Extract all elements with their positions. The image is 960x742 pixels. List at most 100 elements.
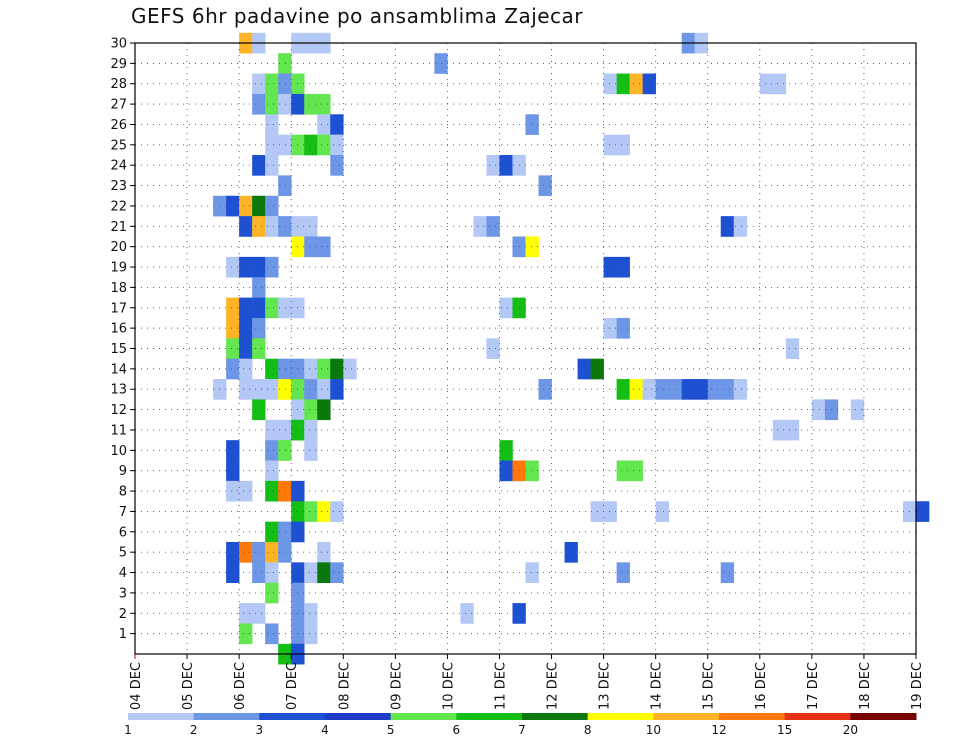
x-tick-label: 11 DEC: [493, 662, 508, 710]
precip-cell: [642, 73, 656, 95]
y-tick-label: 13: [110, 383, 127, 398]
precip-cell: [772, 419, 787, 441]
precip-cell: [538, 175, 552, 197]
precip-cell: [330, 379, 344, 400]
precip-cell: [707, 379, 722, 400]
precip-cell: [720, 216, 735, 237]
x-tick-label: 07 DEC: [285, 662, 300, 710]
y-tick-label: 20: [110, 240, 127, 255]
precip-cell: [694, 379, 709, 400]
precip-cell: [317, 501, 331, 522]
x-tick-label: 13 DEC: [598, 662, 613, 710]
precip-cell: [629, 379, 643, 400]
precip-cell: [616, 379, 630, 400]
precip-cell: [629, 73, 643, 95]
precip-cell: [304, 440, 318, 461]
x-tick-label: 18 DEC: [858, 662, 873, 710]
x-tick-label: 16 DEC: [754, 662, 769, 710]
precip-cell: [239, 338, 253, 359]
precip-cell: [265, 216, 279, 237]
legend-swatch: [128, 713, 195, 720]
legend-label: 15: [777, 723, 792, 737]
precip-cell: [759, 73, 774, 95]
x-tick-label: 10 DEC: [441, 662, 456, 710]
precip-cell: [252, 399, 266, 421]
precip-cell: [603, 73, 617, 95]
precip-cell: [265, 521, 279, 543]
precip-cell: [265, 93, 279, 115]
precip-cell: [304, 562, 318, 584]
precip-cell: [343, 358, 357, 380]
y-tick-label: 30: [110, 37, 127, 52]
precip-cell: [785, 419, 800, 441]
precip-cell: [538, 379, 552, 400]
precip-cell: [239, 358, 253, 380]
precip-cell: [733, 379, 748, 400]
precip-cell: [239, 541, 253, 563]
precip-cell: [278, 93, 292, 115]
x-tick-label: 06 DEC: [233, 662, 248, 710]
y-tick-label: 14: [110, 362, 127, 377]
precip-cell: [525, 562, 539, 584]
precip-cell: [252, 216, 266, 237]
legend-label: 7: [518, 723, 526, 737]
precip-cell: [525, 114, 539, 135]
precip-cell: [486, 338, 500, 359]
x-tick-label: 04 DEC: [129, 662, 144, 710]
precip-cell: [265, 582, 279, 604]
y-tick-label: 2: [119, 607, 127, 622]
legend-label: 3: [256, 723, 264, 737]
legend-label: 12: [711, 723, 726, 737]
precip-cell: [252, 338, 266, 359]
precip-cell: [265, 541, 279, 563]
precip-cell: [226, 480, 240, 502]
legend-swatch: [325, 713, 392, 720]
precip-cell: [265, 480, 279, 502]
legend-label: 5: [387, 723, 395, 737]
precip-cell: [317, 236, 331, 258]
x-tick-label: 08 DEC: [337, 662, 352, 710]
precip-cell: [265, 195, 279, 217]
x-axis: 04 DEC 05 DEC 06 DEC 07 DEC 08 DEC 09 DEC 10 D…: [129, 654, 925, 710]
precip-cell: [265, 562, 279, 584]
precip-cell: [265, 623, 279, 645]
x-tick-label: 12 DEC: [546, 662, 561, 710]
y-tick-label: 29: [110, 57, 127, 72]
precip-cell: [616, 256, 630, 278]
y-tick-label: 9: [119, 464, 127, 479]
precip-cell: [265, 134, 279, 156]
precip-cell: [304, 501, 318, 522]
color-legend: 1 2 3 4 5 6 7 8 10 12 15 20: [124, 713, 917, 737]
y-tick-label: 23: [110, 179, 127, 194]
precip-cell: [655, 379, 669, 400]
precip-cell: [252, 562, 266, 584]
precip-cell: [252, 93, 266, 115]
precip-cell: [252, 603, 266, 624]
legend-label: 1: [124, 723, 132, 737]
precip-cell: [460, 603, 474, 624]
grid-layer: [135, 42, 916, 654]
precip-cell: [265, 73, 279, 95]
precip-cell: [304, 603, 318, 624]
precip-cell: [499, 155, 513, 176]
precip-cell: [252, 541, 266, 563]
precip-cell: [811, 399, 826, 421]
y-tick-label: 26: [110, 118, 127, 133]
x-tick-label: 19 DEC: [910, 662, 925, 710]
precip-cell: [304, 419, 318, 441]
y-tick-label: 1: [119, 627, 127, 642]
legend-swatch: [259, 713, 326, 720]
precip-cell: [330, 358, 344, 380]
precip-cell: [304, 93, 318, 115]
x-tick-label: 05 DEC: [181, 662, 196, 710]
precip-cell: [486, 216, 500, 237]
y-tick-label: 19: [110, 261, 127, 276]
precip-cell: [239, 195, 253, 217]
precip-cell: [616, 317, 630, 339]
precip-cell: [681, 379, 696, 400]
precip-cell: [252, 297, 266, 319]
precip-cell: [304, 358, 318, 380]
y-tick-label: 10: [110, 444, 127, 459]
x-tick-label: 14 DEC: [650, 662, 665, 710]
precip-cell: [265, 460, 279, 482]
